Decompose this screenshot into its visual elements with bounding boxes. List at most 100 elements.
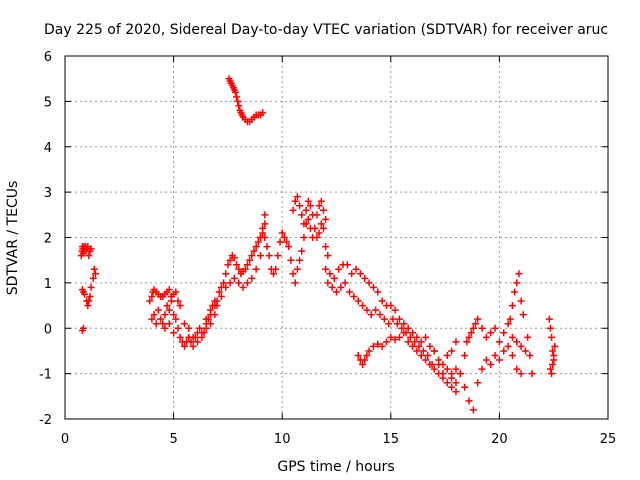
data-point — [356, 270, 364, 278]
data-point — [248, 252, 256, 260]
data-point — [443, 379, 451, 387]
data-point — [254, 238, 262, 246]
data-point — [376, 311, 384, 319]
data-point — [469, 324, 477, 332]
data-point — [89, 274, 97, 282]
data-point — [378, 342, 386, 350]
y-axis-label: SDTVAR / TECUs — [5, 181, 21, 296]
data-point — [393, 320, 401, 328]
data-point — [365, 347, 373, 355]
data-point — [500, 329, 508, 337]
data-point — [495, 338, 503, 346]
data-point — [389, 315, 397, 323]
data-series-sdtvar — [77, 75, 559, 414]
data-point — [367, 311, 375, 319]
data-point — [548, 333, 556, 341]
data-point — [233, 93, 241, 101]
data-point — [187, 338, 195, 346]
data-point — [234, 97, 242, 105]
y-tick-label: -2 — [39, 413, 52, 428]
data-point — [150, 311, 158, 319]
data-point — [165, 320, 173, 328]
data-point — [226, 256, 234, 264]
data-point — [291, 197, 299, 205]
data-point — [448, 374, 456, 382]
data-point — [85, 297, 93, 305]
data-point — [526, 351, 534, 359]
data-point — [452, 379, 460, 387]
data-point — [465, 333, 473, 341]
data-point — [222, 270, 230, 278]
data-point — [326, 270, 334, 278]
data-point — [174, 297, 182, 305]
data-point — [452, 338, 460, 346]
data-point — [159, 320, 167, 328]
data-point — [163, 302, 171, 310]
axis-tick-labels: 0 5 10 15 20 25 -2 -1 0 1 2 3 4 5 6 — [39, 50, 616, 447]
data-point — [324, 279, 332, 287]
data-point — [452, 365, 460, 373]
data-point — [202, 315, 210, 323]
data-point — [296, 202, 304, 210]
data-point — [549, 361, 557, 369]
data-point — [276, 238, 284, 246]
data-point — [252, 265, 260, 273]
data-point — [304, 197, 312, 205]
data-point — [235, 265, 243, 273]
data-point — [233, 261, 241, 269]
data-point — [172, 315, 180, 323]
data-point — [380, 315, 388, 323]
data-point — [215, 288, 223, 296]
data-point — [415, 342, 423, 350]
data-point — [406, 333, 414, 341]
x-tick-label: 0 — [61, 432, 69, 447]
data-point — [482, 333, 490, 341]
data-point — [467, 329, 475, 337]
data-point — [146, 297, 154, 305]
y-tick-label: 3 — [44, 186, 52, 201]
data-point — [148, 292, 156, 300]
y-tick-label: 5 — [44, 95, 52, 110]
data-point — [296, 256, 304, 264]
data-point — [196, 324, 204, 332]
data-point — [504, 320, 512, 328]
data-point — [478, 365, 486, 373]
data-point — [333, 288, 340, 296]
data-point — [87, 245, 95, 253]
data-point — [500, 347, 508, 355]
data-point — [511, 288, 519, 296]
data-point — [361, 274, 369, 282]
data-point — [272, 265, 280, 273]
data-point — [291, 279, 299, 287]
data-point — [504, 342, 512, 350]
data-point — [274, 252, 282, 260]
data-point — [448, 347, 456, 355]
data-point — [81, 290, 89, 298]
data-point — [550, 351, 558, 359]
data-point — [513, 338, 521, 346]
data-point — [180, 342, 188, 350]
data-point — [443, 351, 451, 359]
data-point — [404, 324, 412, 332]
data-point — [398, 324, 406, 332]
data-point — [317, 197, 325, 205]
x-tick-label: 25 — [600, 432, 617, 447]
data-point — [222, 283, 230, 291]
grid-lines — [65, 56, 608, 419]
data-point — [90, 265, 98, 273]
data-point — [452, 388, 460, 396]
data-point — [361, 356, 369, 364]
data-point — [546, 365, 554, 373]
data-point — [241, 265, 249, 273]
data-point — [315, 229, 323, 237]
data-point — [261, 220, 269, 228]
data-point — [513, 279, 521, 287]
data-point — [232, 88, 240, 96]
data-point — [311, 224, 319, 232]
data-point — [549, 347, 557, 355]
data-point — [261, 211, 269, 219]
y-tick-label: 6 — [44, 50, 52, 65]
data-point — [259, 109, 267, 117]
data-point — [154, 306, 162, 314]
data-point — [435, 361, 443, 369]
